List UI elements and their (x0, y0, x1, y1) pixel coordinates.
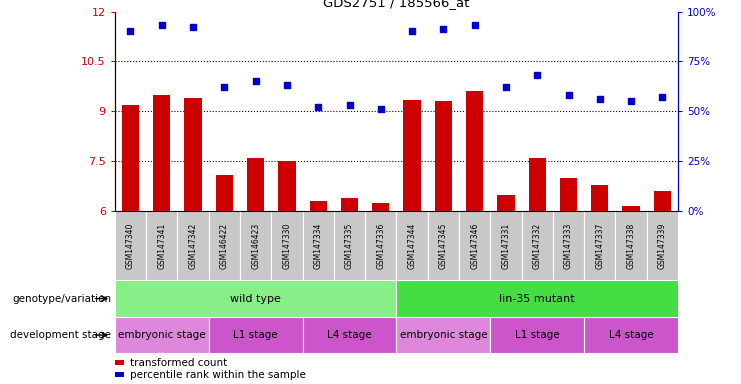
Text: GSM147337: GSM147337 (595, 223, 605, 269)
Point (250, 78, 262, 84)
Text: GSM147331: GSM147331 (502, 223, 511, 269)
Bar (428, 211, 459, 280)
Bar (584, 211, 616, 280)
Text: development stage: development stage (10, 330, 111, 340)
Point (344, 102, 356, 108)
Bar (403, 100, 421, 211)
Bar (365, 211, 396, 280)
Bar (372, 203, 390, 211)
Bar (153, 95, 170, 211)
Bar (279, 161, 296, 211)
Bar (122, 105, 139, 211)
Text: L1 stage: L1 stage (233, 330, 278, 340)
Bar (491, 211, 522, 280)
Point (437, 26, 449, 33)
Text: GSM147339: GSM147339 (658, 223, 667, 269)
Bar (616, 211, 647, 280)
Text: GSM146422: GSM146422 (220, 223, 229, 269)
Text: genotype/variation: genotype/variation (12, 293, 111, 304)
Bar (466, 91, 483, 211)
Bar (271, 211, 302, 280)
Text: GSM147342: GSM147342 (188, 223, 198, 269)
Bar (216, 175, 233, 211)
Text: GSM147334: GSM147334 (313, 223, 323, 269)
Bar (560, 178, 577, 211)
Text: GSM147330: GSM147330 (282, 223, 291, 269)
Text: GSM147332: GSM147332 (533, 223, 542, 269)
Bar (647, 211, 678, 280)
Bar (209, 317, 302, 353)
Point (657, 94, 668, 101)
Point (500, 84, 512, 91)
Bar (622, 206, 639, 211)
Text: L1 stage: L1 stage (515, 330, 559, 340)
Bar (115, 317, 209, 353)
Point (124, 28, 136, 35)
Text: GSM147345: GSM147345 (439, 223, 448, 269)
Bar (302, 211, 334, 280)
Text: transformed count: transformed count (130, 358, 227, 368)
Text: embryonic stage: embryonic stage (118, 330, 205, 340)
Text: L4 stage: L4 stage (609, 330, 654, 340)
Bar (459, 211, 491, 280)
Text: wild type: wild type (230, 293, 281, 304)
Bar (240, 211, 271, 280)
Text: GSM147335: GSM147335 (345, 223, 354, 269)
Text: GSM147340: GSM147340 (126, 223, 135, 269)
Text: lin-35 mutant: lin-35 mutant (499, 293, 575, 304)
Bar (115, 280, 396, 317)
Point (562, 92, 574, 98)
Bar (310, 201, 327, 211)
Bar (247, 158, 265, 211)
Bar (146, 211, 177, 280)
Text: GSM147341: GSM147341 (157, 223, 166, 269)
Text: percentile rank within the sample: percentile rank within the sample (130, 370, 305, 380)
Bar (497, 195, 514, 211)
Bar (491, 317, 584, 353)
Point (187, 25, 199, 31)
Title: GDS2751 / 185566_at: GDS2751 / 185566_at (323, 0, 470, 9)
Text: GSM147338: GSM147338 (627, 223, 636, 269)
Point (406, 28, 418, 35)
Point (531, 72, 543, 78)
Point (625, 98, 637, 104)
Text: GSM147333: GSM147333 (564, 223, 573, 269)
Point (312, 104, 324, 111)
Bar (584, 317, 678, 353)
Bar (528, 158, 546, 211)
Bar (115, 211, 146, 280)
Text: GSM146423: GSM146423 (251, 223, 260, 269)
Text: GSM147336: GSM147336 (376, 223, 385, 269)
Bar (341, 198, 358, 211)
Point (219, 84, 230, 91)
Bar (177, 211, 209, 280)
Bar (209, 211, 240, 280)
Text: GSM147344: GSM147344 (408, 223, 416, 269)
Bar (302, 317, 396, 353)
Point (469, 22, 481, 28)
Point (594, 96, 605, 103)
Text: GSM147346: GSM147346 (470, 223, 479, 269)
Point (281, 82, 293, 88)
Bar (654, 191, 671, 211)
Bar (553, 211, 584, 280)
Bar (396, 280, 678, 317)
Bar (185, 98, 202, 211)
Bar (396, 211, 428, 280)
Bar (334, 211, 365, 280)
Bar (396, 317, 491, 353)
Bar (435, 101, 452, 211)
Text: L4 stage: L4 stage (328, 330, 372, 340)
Bar (522, 211, 553, 280)
Point (156, 22, 167, 28)
Bar (591, 185, 608, 211)
Text: embryonic stage: embryonic stage (399, 330, 487, 340)
Point (375, 106, 387, 113)
